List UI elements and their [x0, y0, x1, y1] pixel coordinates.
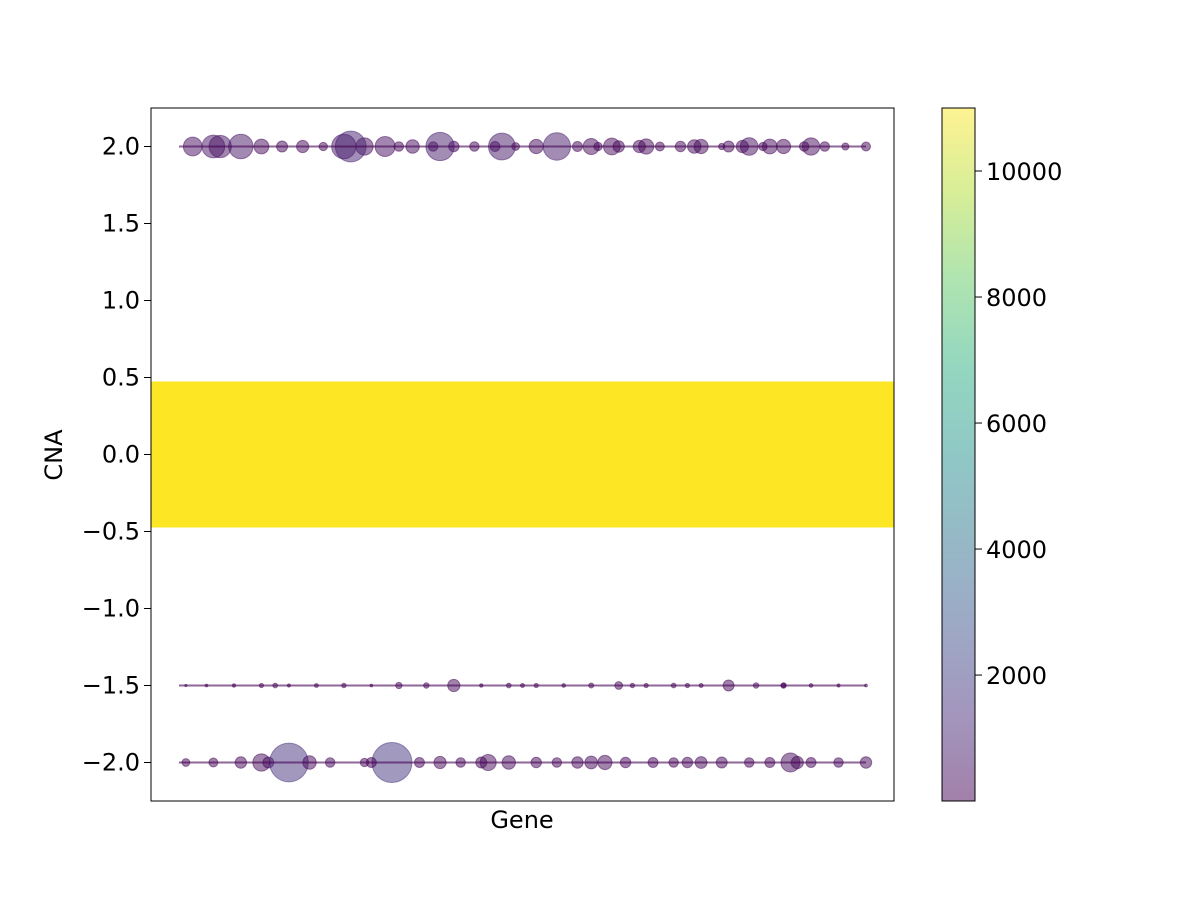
x-axis-label: Gene — [490, 806, 553, 834]
colorbar-tick-label: 6000 — [986, 410, 1047, 438]
scatter-markers — [151, 130, 894, 783]
y-tick-label: −1.0 — [82, 595, 140, 623]
y-axis-label: CNA — [40, 429, 68, 481]
colorbar-tick-label: 2000 — [986, 662, 1047, 690]
y-tick-label: −1.5 — [82, 672, 140, 700]
colorbar-axis: 2000 4000 6000 8000 10000 — [975, 158, 1062, 690]
y-tick-label: 0.5 — [102, 364, 140, 392]
y-tick-label: 1.5 — [102, 210, 140, 238]
y-tick-label: 0.0 — [102, 441, 140, 469]
y-tick-label: 2.0 — [102, 133, 140, 161]
colorbar-tick-label: 10000 — [986, 158, 1062, 186]
y-tick-label: −0.5 — [82, 518, 140, 546]
zero-cna-band — [151, 381, 894, 528]
colorbar-tick-label: 4000 — [986, 536, 1047, 564]
y-axis: −2.0 −1.5 −1.0 −0.5 0.0 0.5 1.0 1.5 2.0 — [82, 133, 151, 777]
colorbar-frame — [941, 107, 976, 802]
y-tick-label: −2.0 — [82, 749, 140, 777]
colorbar-tick-label: 8000 — [986, 284, 1047, 312]
y-tick-label: 1.0 — [102, 287, 140, 315]
colorbar-gradient — [942, 108, 975, 801]
